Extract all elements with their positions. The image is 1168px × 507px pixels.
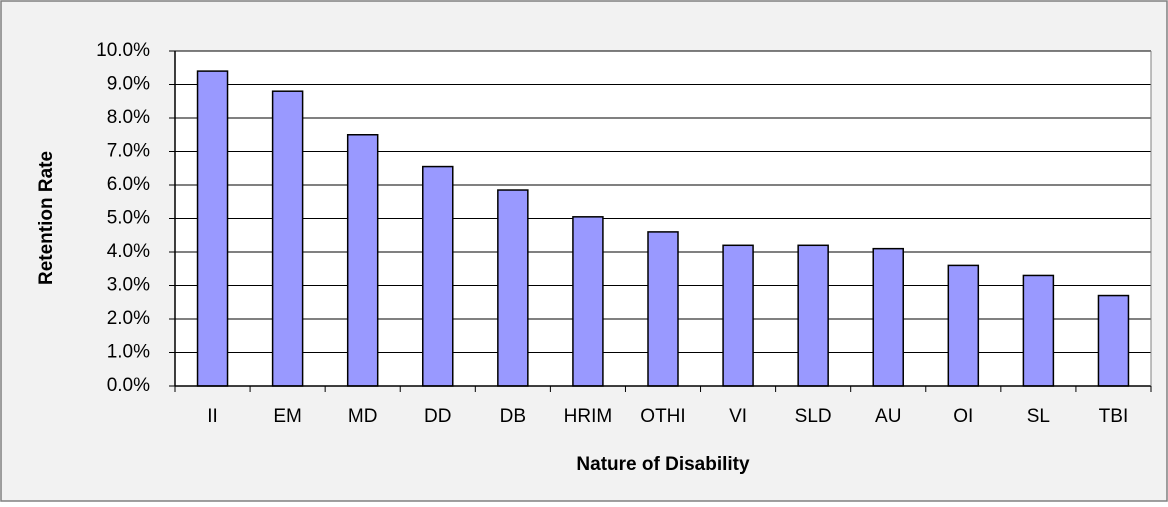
y-axis-title: Retention Rate xyxy=(36,151,57,285)
bar xyxy=(271,90,304,387)
y-tick-label: 7.0% xyxy=(107,141,150,162)
x-tick-label: HRIM xyxy=(564,406,613,427)
y-tick-label: 9.0% xyxy=(107,74,150,95)
x-axis-title: Nature of Disability xyxy=(576,454,750,475)
x-tick-label: AU xyxy=(875,406,901,427)
bar xyxy=(346,134,379,387)
y-tick-label: 4.0% xyxy=(107,241,150,262)
y-tick-label: 2.0% xyxy=(107,308,150,329)
y-tick-label: 0.0% xyxy=(107,375,150,396)
x-tick-label: SL xyxy=(1027,406,1050,427)
bar xyxy=(422,165,454,387)
bar xyxy=(196,70,229,387)
x-tick-label: II xyxy=(207,406,218,427)
bar xyxy=(647,231,679,387)
y-tick-label: 6.0% xyxy=(107,174,150,195)
y-tick-label: 1.0% xyxy=(107,342,150,363)
y-tick-label: 8.0% xyxy=(107,107,150,128)
bar xyxy=(797,244,829,387)
bar xyxy=(1097,294,1130,387)
x-tick-label: VI xyxy=(729,406,747,427)
y-tick-label: 10.0% xyxy=(96,40,150,61)
x-tick-label: DB xyxy=(500,406,526,427)
y-tick-label: 3.0% xyxy=(107,275,150,296)
x-tick-label: OI xyxy=(953,406,973,427)
bar xyxy=(947,264,980,387)
y-tick-label: 5.0% xyxy=(107,208,150,229)
x-tick-label: EM xyxy=(273,406,302,427)
bar xyxy=(1022,274,1055,387)
x-tick-label: MD xyxy=(348,406,378,427)
bar xyxy=(722,244,754,387)
x-tick-label: OTHI xyxy=(640,406,685,427)
bar xyxy=(497,189,529,387)
bar xyxy=(572,216,604,387)
x-tick-label: TBI xyxy=(1099,406,1129,427)
x-tick-label: SLD xyxy=(795,406,832,427)
bar xyxy=(872,247,904,387)
x-tick-label: DD xyxy=(424,406,451,427)
